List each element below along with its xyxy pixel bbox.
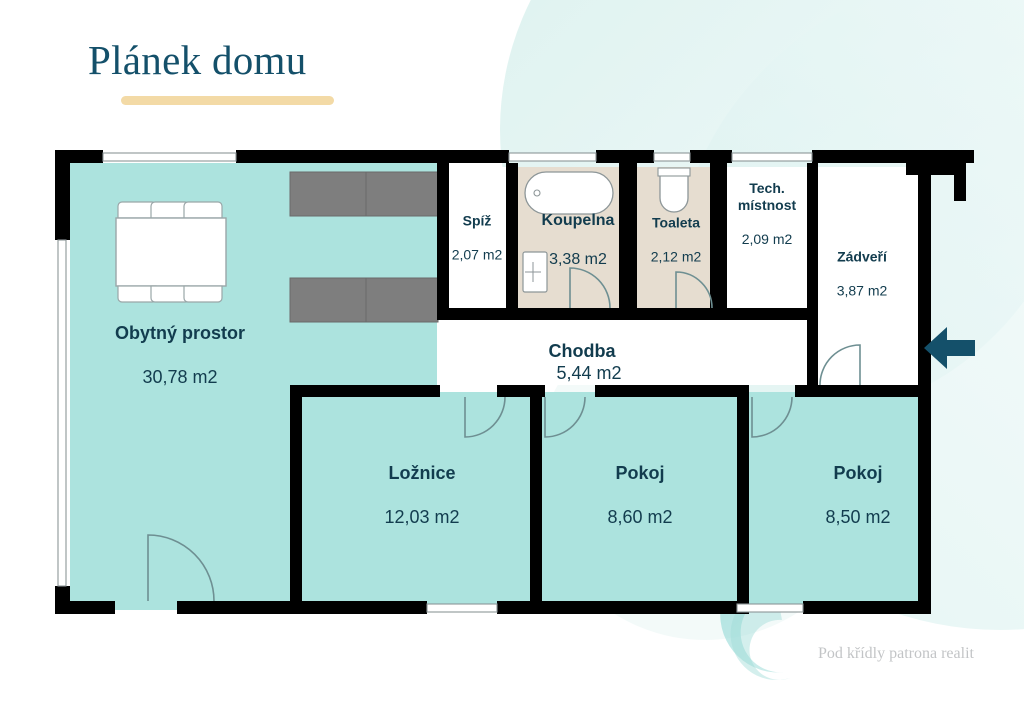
room-fill-tech-mistnost <box>727 167 807 315</box>
toilet-fixture <box>659 171 689 213</box>
room-fill-zadveri <box>818 167 918 385</box>
entrance-arrow <box>924 327 975 369</box>
bathtub <box>524 171 614 215</box>
page-title: Plánek domu <box>88 37 307 83</box>
room-fill-spiz <box>448 167 506 315</box>
room-fill-pokoj-2 <box>747 392 919 605</box>
dining-chair <box>117 285 223 303</box>
dining-table <box>115 217 227 287</box>
title-block: Plánek domu <box>88 37 334 106</box>
kitchen-counter <box>289 171 367 217</box>
room-fill-pokoj-1 <box>540 392 737 605</box>
kitchen-counter <box>365 171 439 217</box>
room-fill-chodba <box>437 320 810 385</box>
title-underline-bar <box>121 96 334 106</box>
kitchen-counter <box>289 277 367 323</box>
kitchen-counter <box>365 277 439 323</box>
dining-chair <box>117 201 223 219</box>
